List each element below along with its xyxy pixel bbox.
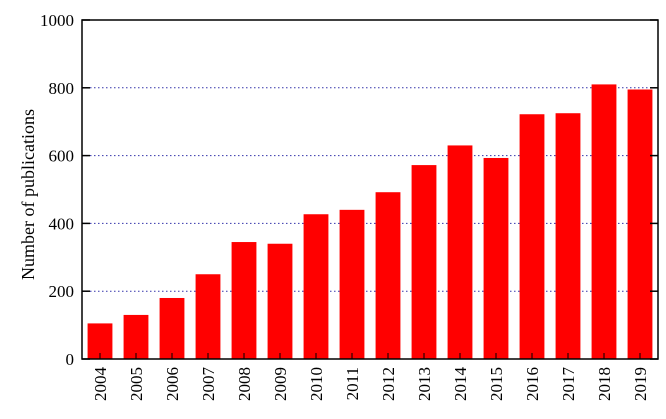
bar-2006 [159, 297, 185, 359]
bars [87, 84, 653, 360]
bar-2008 [231, 242, 257, 359]
bar-2017 [555, 113, 581, 359]
y-axis-title: Number of publications [18, 109, 38, 280]
x-tick-label: 2008 [235, 367, 254, 401]
x-tick-label: 2007 [199, 367, 218, 402]
x-axis-labels: 2004 2005 2006 2007 2008 2009 2010 2011 2012 2013… [91, 353, 650, 401]
bar-2013 [411, 165, 437, 359]
y-tick-label: 1000 [40, 11, 74, 30]
bar-2010 [303, 214, 329, 359]
x-tick-label: 2006 [163, 367, 182, 401]
x-tick-label: 2016 [523, 367, 542, 401]
x-tick-label: 2010 [307, 367, 326, 401]
y-tick-label: 400 [49, 214, 75, 233]
bar-2014 [447, 145, 473, 359]
y-tick-label: 800 [49, 79, 75, 98]
bar-2012 [375, 192, 401, 359]
x-tick-label: 2009 [271, 367, 290, 401]
bar-2018 [591, 84, 617, 359]
bar-2009 [267, 243, 293, 359]
x-tick-label: 2012 [379, 367, 398, 401]
bar-2016 [519, 114, 545, 359]
y-tick-label: 200 [49, 282, 75, 301]
x-tick-label: 2013 [415, 367, 434, 401]
x-tick-label: 2011 [343, 367, 362, 400]
bar-2019 [627, 89, 653, 360]
bar-2007 [195, 274, 221, 359]
x-tick-label: 2005 [127, 367, 146, 401]
x-tick-label: 2018 [595, 367, 614, 401]
y-tick-label: 0 [66, 350, 75, 369]
bar-2005 [123, 314, 149, 359]
x-tick-label: 2019 [631, 367, 650, 401]
plot-frame [81, 19, 659, 360]
x-tick-label: 2015 [487, 367, 506, 401]
y-tick-label: 600 [49, 147, 75, 166]
bar-2011 [339, 209, 365, 359]
x-tick-label: 2014 [451, 367, 470, 402]
x-tick-label: 2004 [91, 367, 110, 402]
bar-2015 [483, 157, 509, 359]
y-axis-ticks: 0 200 400 600 800 1000 [40, 11, 658, 369]
x-tick-label: 2017 [559, 367, 578, 402]
